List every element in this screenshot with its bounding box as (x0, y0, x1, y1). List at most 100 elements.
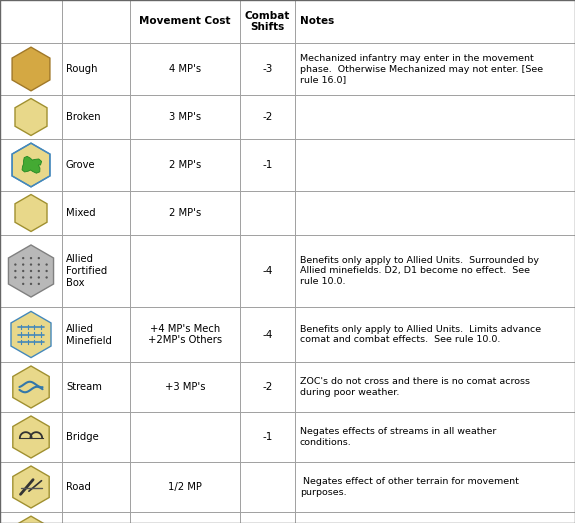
Bar (240, 235, 295, 307)
Bar (62, 139, 130, 191)
Bar (130, 43, 240, 95)
Bar (62, 95, 130, 139)
Text: Movement Cost: Movement Cost (139, 17, 231, 27)
Text: -4: -4 (262, 266, 273, 276)
Text: -2: -2 (262, 382, 273, 392)
Bar (295, 139, 575, 191)
Polygon shape (13, 416, 49, 458)
Bar (295, 307, 575, 362)
Circle shape (37, 264, 40, 266)
Text: 2 MP's: 2 MP's (169, 160, 201, 170)
Bar (240, 512, 295, 523)
Bar (130, 191, 240, 235)
Text: Grove: Grove (66, 160, 95, 170)
Bar (295, 191, 575, 235)
Bar (0, 95, 62, 139)
Polygon shape (22, 156, 41, 173)
Bar (295, 235, 575, 307)
Polygon shape (15, 98, 47, 135)
Circle shape (22, 283, 24, 285)
Text: Allied
Minefield: Allied Minefield (66, 324, 112, 346)
Text: -2: -2 (262, 112, 273, 122)
Bar (62, 0, 130, 43)
Bar (0, 235, 62, 307)
Bar (295, 43, 575, 95)
Text: Mixed: Mixed (66, 208, 95, 218)
Circle shape (37, 276, 40, 279)
Bar (62, 412, 130, 462)
Bar (130, 512, 240, 523)
Circle shape (14, 264, 17, 266)
Text: Benefits only apply to Allied Units.  Limits advance
comat and combat effects.  : Benefits only apply to Allied Units. Lim… (300, 325, 541, 344)
Bar (295, 462, 575, 512)
Circle shape (30, 257, 32, 259)
Polygon shape (11, 311, 51, 358)
Polygon shape (12, 143, 50, 187)
Text: -3: -3 (262, 64, 273, 74)
Text: Benefits only apply to Allied Units.  Surrounded by
Allied minefields. D2, D1 be: Benefits only apply to Allied Units. Sur… (300, 256, 539, 286)
Circle shape (22, 257, 24, 259)
Bar (0, 512, 62, 523)
Circle shape (30, 276, 32, 279)
Text: Combat
Shifts: Combat Shifts (245, 10, 290, 32)
Bar (130, 139, 240, 191)
Bar (130, 412, 240, 462)
Bar (240, 95, 295, 139)
Text: Road: Road (66, 482, 91, 492)
Bar (62, 43, 130, 95)
Bar (62, 512, 130, 523)
Polygon shape (12, 516, 50, 523)
Circle shape (22, 276, 24, 279)
Bar (0, 0, 62, 43)
Circle shape (37, 257, 40, 259)
Text: -4: -4 (262, 329, 273, 339)
Bar (62, 307, 130, 362)
Text: Broken: Broken (66, 112, 101, 122)
Text: 3 MP's: 3 MP's (169, 112, 201, 122)
Circle shape (30, 283, 32, 285)
Bar (240, 307, 295, 362)
Bar (240, 0, 295, 43)
Polygon shape (9, 245, 53, 297)
Bar (130, 0, 240, 43)
Bar (0, 43, 62, 95)
Text: 4 MP's: 4 MP's (169, 64, 201, 74)
Text: 2 MP's: 2 MP's (169, 208, 201, 218)
Bar (130, 462, 240, 512)
Bar (240, 139, 295, 191)
Circle shape (30, 270, 32, 272)
Bar (295, 95, 575, 139)
Bar (240, 43, 295, 95)
Text: Negates effects of streams in all weather
conditions.: Negates effects of streams in all weathe… (300, 427, 496, 447)
Bar (62, 462, 130, 512)
Circle shape (45, 264, 48, 266)
Text: +4 MP's Mech
+2MP's Others: +4 MP's Mech +2MP's Others (148, 324, 222, 345)
Bar (0, 462, 62, 512)
Bar (295, 0, 575, 43)
Circle shape (45, 270, 48, 272)
Circle shape (22, 264, 24, 266)
Bar (62, 191, 130, 235)
Bar (295, 512, 575, 523)
Text: ZOC's do not cross and there is no comat across
during poor weather.: ZOC's do not cross and there is no comat… (300, 377, 530, 397)
Text: -1: -1 (262, 432, 273, 442)
Bar (0, 307, 62, 362)
Polygon shape (13, 366, 49, 408)
Bar (240, 412, 295, 462)
Text: Stream: Stream (66, 382, 102, 392)
Bar (62, 235, 130, 307)
Bar (130, 307, 240, 362)
Text: Allied
Fortified
Box: Allied Fortified Box (66, 254, 108, 288)
Circle shape (30, 264, 32, 266)
Text: Mechanized infantry may enter in the movement
phase.  Otherwise Mechanized may n: Mechanized infantry may enter in the mov… (300, 54, 543, 84)
Polygon shape (15, 195, 47, 232)
Bar (0, 362, 62, 412)
Bar (0, 139, 62, 191)
Bar (0, 412, 62, 462)
Polygon shape (13, 466, 49, 508)
Bar (130, 235, 240, 307)
Bar (295, 412, 575, 462)
Circle shape (14, 276, 17, 279)
Text: Bridge: Bridge (66, 432, 99, 442)
Polygon shape (12, 47, 50, 91)
